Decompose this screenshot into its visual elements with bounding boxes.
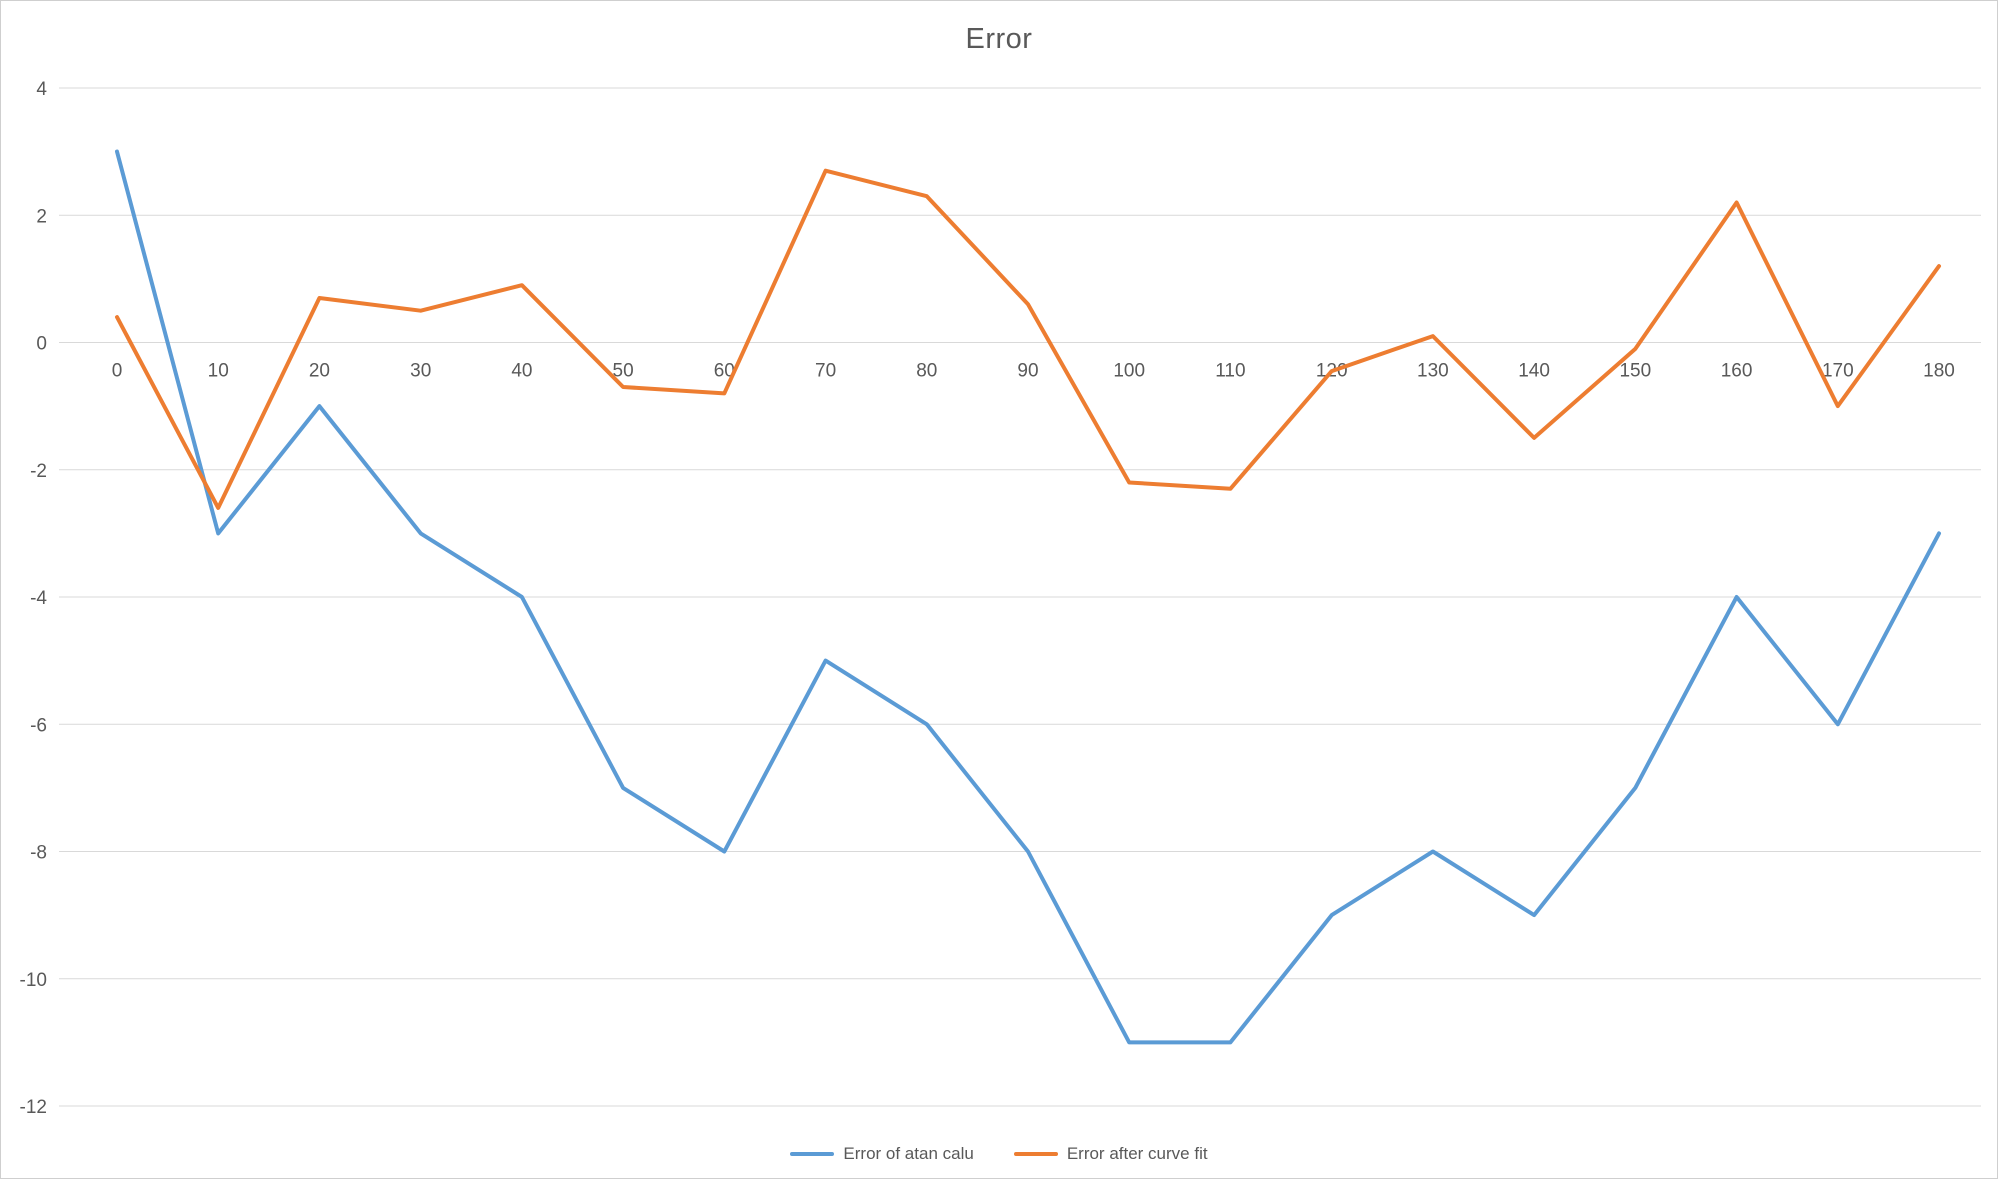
x-tick-label: 0 bbox=[112, 361, 123, 382]
y-tick-label: -8 bbox=[30, 843, 47, 864]
x-tick-label: 60 bbox=[714, 361, 735, 382]
x-tick-label: 30 bbox=[410, 361, 431, 382]
x-tick-label: 20 bbox=[309, 361, 330, 382]
y-tick-label: 2 bbox=[36, 206, 47, 227]
chart-title: Error bbox=[965, 23, 1033, 55]
x-tick-label: 180 bbox=[1923, 361, 1955, 382]
legend-line-swatch-orange bbox=[1013, 1152, 1058, 1156]
x-tick-label: 110 bbox=[1215, 361, 1245, 382]
series-line-2 bbox=[115, 168, 1941, 510]
x-tick-label: 80 bbox=[916, 361, 937, 382]
legend-entry-curve-fit: Error after curve fit bbox=[1013, 1144, 1208, 1164]
y-tick-label: 0 bbox=[36, 334, 47, 355]
legend-label-curve-fit: Error after curve fit bbox=[1066, 1144, 1208, 1163]
y-tick-label: -12 bbox=[20, 1097, 47, 1118]
x-tick-label: 50 bbox=[613, 361, 634, 382]
x-tick-label: 170 bbox=[1822, 361, 1854, 382]
x-tick-label: 160 bbox=[1721, 361, 1753, 382]
x-tick-label: 140 bbox=[1518, 361, 1550, 382]
y-tick-label: -4 bbox=[30, 588, 47, 609]
x-tick-label: 10 bbox=[208, 361, 229, 382]
y-tick-label: 4 bbox=[36, 79, 47, 100]
legend-label-atan-calu: Error of atan calu bbox=[843, 1144, 974, 1163]
x-tick-label: 40 bbox=[511, 361, 532, 382]
x-tick-label: 130 bbox=[1417, 361, 1449, 382]
y-tick-label: -6 bbox=[30, 715, 47, 736]
legend-line-swatch-blue bbox=[790, 1152, 835, 1156]
x-tick-label: 90 bbox=[1017, 361, 1038, 382]
y-tick-label: -10 bbox=[20, 970, 47, 991]
y-tick-label: -2 bbox=[30, 461, 47, 482]
x-tick-label: 150 bbox=[1619, 361, 1651, 382]
legend-entry-atan-calu: Error of atan calu bbox=[790, 1144, 974, 1164]
x-tick-label: 70 bbox=[815, 361, 836, 382]
x-tick-label: 100 bbox=[1113, 361, 1145, 382]
legend: Error of atan calu Error after curve fit bbox=[1, 1144, 1997, 1164]
series-line-1 bbox=[115, 149, 1941, 1045]
